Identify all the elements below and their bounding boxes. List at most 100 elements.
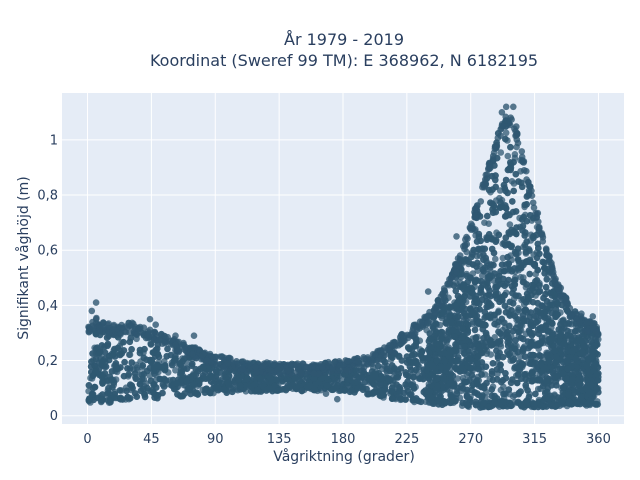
data-point: [463, 393, 471, 401]
data-point: [594, 376, 602, 384]
data-point: [87, 363, 95, 370]
data-point: [540, 396, 547, 404]
data-point: [468, 371, 476, 379]
data-point: [523, 281, 530, 288]
data-point: [473, 306, 480, 314]
data-point: [383, 365, 391, 373]
data-point: [406, 363, 414, 371]
data-point: [490, 261, 497, 269]
data-point: [542, 322, 549, 330]
data-point: [363, 385, 370, 393]
data-point: [521, 353, 529, 360]
data-point: [502, 135, 509, 143]
data-point: [571, 368, 579, 376]
data-point: [428, 344, 435, 351]
data-point: [485, 186, 493, 194]
data-point: [553, 372, 560, 380]
data-point: [150, 381, 158, 388]
data-point: [502, 242, 509, 249]
data-point: [506, 221, 514, 228]
data-point: [537, 377, 544, 384]
data-point: [91, 383, 99, 391]
data-point: [495, 231, 503, 239]
data-point: [515, 265, 522, 272]
data-point: [446, 310, 454, 318]
data-point: [139, 362, 147, 369]
chart-subtitle: Koordinat (Sweref 99 TM): E 368962, N 61…: [150, 51, 538, 70]
data-point: [282, 385, 290, 392]
data-point: [486, 336, 494, 344]
data-point: [524, 258, 531, 266]
data-point: [433, 357, 441, 365]
data-point: [579, 356, 587, 363]
data-point: [109, 384, 116, 391]
data-point: [364, 390, 371, 398]
data-point: [202, 375, 209, 383]
data-point: [506, 298, 514, 306]
data-point: [558, 398, 566, 405]
data-point: [534, 299, 541, 307]
data-point: [120, 338, 127, 346]
data-point: [486, 314, 494, 321]
data-point: [569, 376, 576, 383]
data-point: [116, 387, 124, 394]
data-point: [194, 367, 202, 375]
data-point: [472, 334, 480, 341]
data-point: [377, 387, 385, 394]
data-point: [524, 387, 531, 394]
data-point: [461, 350, 468, 358]
data-point: [514, 398, 522, 406]
data-point: [452, 287, 460, 295]
data-point: [510, 327, 517, 335]
data-point: [191, 381, 198, 388]
data-point: [517, 322, 524, 329]
data-point: [503, 334, 511, 341]
data-point: [162, 377, 170, 384]
data-point: [106, 373, 114, 381]
data-point: [229, 388, 236, 396]
data-point: [514, 245, 522, 252]
data-point: [225, 372, 233, 380]
data-point: [501, 184, 509, 192]
data-point: [354, 378, 361, 386]
data-point: [434, 374, 442, 382]
data-point: [479, 281, 487, 288]
data-point: [563, 357, 571, 365]
data-point: [521, 201, 528, 209]
data-point: [172, 367, 179, 374]
data-point: [522, 248, 530, 256]
data-point: [499, 353, 507, 361]
data-point: [485, 220, 493, 227]
data-point: [475, 365, 482, 373]
data-point: [526, 270, 533, 278]
data-point: [514, 316, 522, 323]
data-point: [128, 359, 135, 366]
data-point: [446, 304, 454, 311]
data-point: [405, 373, 413, 380]
data-point: [497, 149, 505, 156]
data-point: [505, 229, 512, 236]
data-point: [541, 264, 548, 272]
data-point: [516, 363, 524, 371]
data-point: [133, 364, 141, 371]
data-point: [492, 291, 500, 298]
data-point: [478, 371, 485, 378]
data-point: [266, 374, 274, 382]
data-point: [482, 363, 490, 371]
data-point: [511, 364, 519, 371]
data-point: [526, 360, 534, 368]
data-point: [463, 386, 471, 394]
data-point: [88, 358, 95, 366]
data-point: [480, 251, 487, 258]
data-point: [512, 337, 519, 344]
data-point: [488, 386, 496, 393]
data-point: [368, 368, 376, 375]
data-point: [164, 345, 171, 353]
data-point: [512, 208, 520, 215]
data-point: [502, 176, 510, 184]
data-point: [505, 351, 512, 359]
data-point: [163, 353, 170, 360]
data-point: [529, 330, 537, 337]
data-point: [213, 368, 220, 376]
